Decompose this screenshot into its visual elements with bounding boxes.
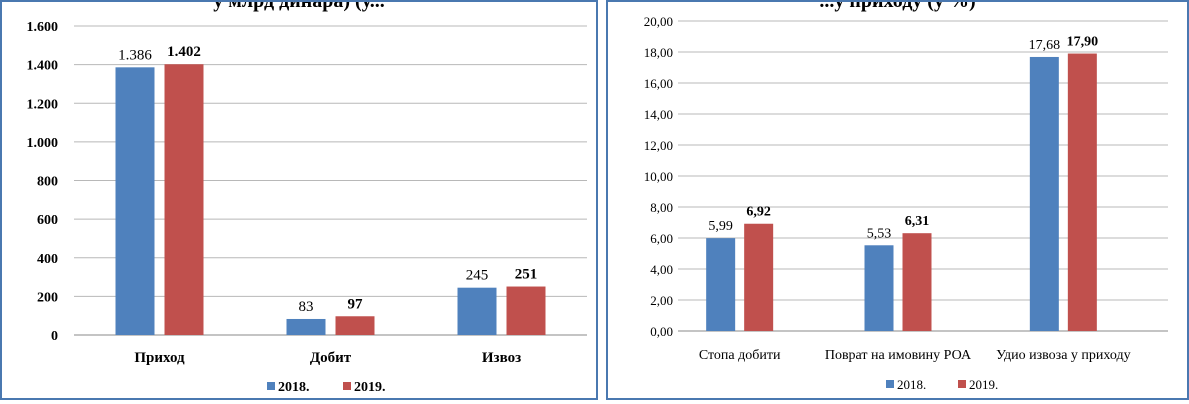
left-chart-panel: у млрд динара) (у... 0 200 400 600 800 1.000 1… [0,0,598,400]
right-category-label: Поврат на имовину РОА [825,348,972,363]
right-legend-swatch [886,380,894,388]
left-bar [506,286,546,335]
left-data-label: 83 [299,299,314,315]
right-bar [1029,56,1059,332]
right-y-tick-label: 16,00 [644,76,673,91]
left-bar [335,316,375,335]
right-legend-label: 2019. [969,377,998,392]
left-legend-label: 2019. [354,380,386,395]
right-chart-clipped-title: ...у приходу (у %) [819,0,976,12]
right-bar [902,233,932,331]
right-legend-swatch [958,380,966,388]
left-data-label: 1.402 [167,44,201,60]
right-y-tick-label: 10,00 [644,169,673,184]
right-data-label: 5,99 [708,219,733,234]
right-bar [1067,53,1097,332]
left-data-label: 1.386 [118,47,152,63]
right-bar [706,238,736,331]
right-data-label: 5,53 [867,226,892,241]
left-y-tick-label: 200 [37,290,58,305]
left-legend-swatch [267,382,275,390]
right-legend-label: 2018. [897,377,926,392]
left-bar [115,67,155,336]
right-data-label: 6,92 [746,205,771,220]
left-y-tick-label: 800 [37,175,58,190]
right-category-label: Стопа добити [699,348,781,363]
left-category-label: Извоз [482,350,521,366]
right-y-tick-label: 8,00 [650,200,673,215]
left-y-tick-label: 1.200 [27,97,59,112]
right-data-label: 6,31 [905,214,930,229]
left-legend-swatch [343,382,351,390]
left-bar [286,318,326,335]
right-data-label: 17,90 [1067,35,1099,50]
left-bar [164,64,204,335]
right-y-tick-label: 6,00 [650,231,673,246]
left-data-label: 97 [348,296,364,312]
left-y-tick-label: 1.000 [27,136,59,151]
right-data-label: 17,68 [1029,38,1061,53]
right-y-tick-label: 4,00 [650,262,673,277]
right-category-label: Удио извоза у приходу [996,348,1131,363]
left-y-tick-label: 1.400 [27,59,59,74]
left-category-label: Приход [134,350,185,366]
left-category-label: Добит [310,350,352,366]
left-y-tick-label: 400 [37,252,58,267]
right-bar [744,223,774,331]
left-bar-chart: 0 200 400 600 800 1.000 1.200 1.400 1.600 1.386 1.… [27,20,587,395]
right-chart-panel: ...у приходу (у %) 0,00 2,00 4,00 6,00 8,00 1… [606,0,1189,400]
right-bar-chart: 0,00 2,00 4,00 6,00 8,00 10,00 12,00 14,00 16,00… [644,14,1168,392]
left-chart-clipped-title: у млрд динара) (у... [213,0,385,12]
right-y-tick-label: 14,00 [644,107,673,122]
left-legend-label: 2018. [278,380,310,395]
left-data-label: 245 [466,268,489,284]
right-y-tick-label: 2,00 [650,293,673,308]
right-y-tick-label: 18,00 [644,45,673,60]
right-y-tick-label: 20,00 [644,14,673,29]
right-bar [864,245,894,331]
left-bar [457,287,497,335]
right-y-tick-label: 0,00 [650,324,673,339]
left-y-tick-label: 1.600 [27,20,59,35]
left-data-label: 251 [515,267,538,283]
left-y-tick-label: 600 [37,213,58,228]
left-y-tick-label: 0 [51,329,58,344]
right-y-tick-label: 12,00 [644,138,673,153]
